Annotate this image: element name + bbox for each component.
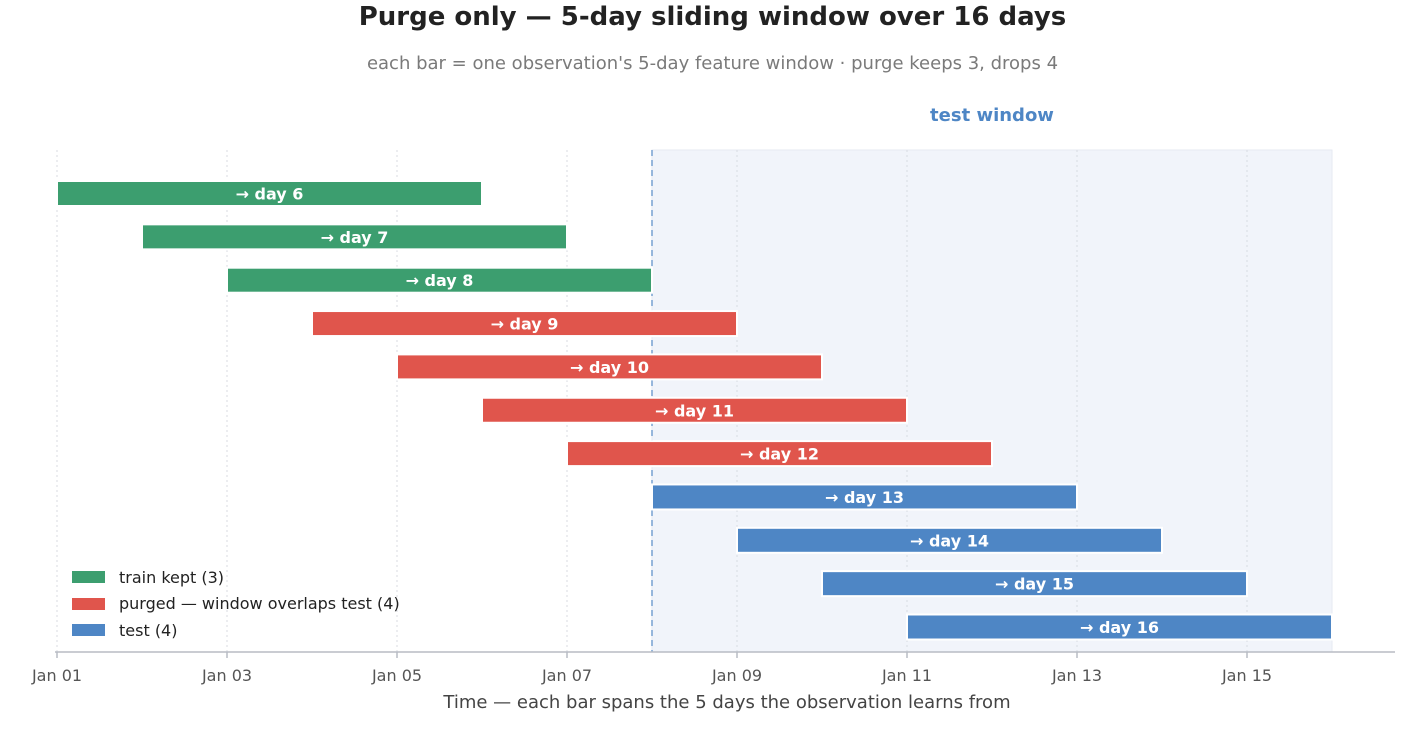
- test-window-label: test window: [930, 105, 1054, 126]
- legend-label: purged — window overlaps test (4): [119, 594, 400, 614]
- legend-label: train kept (3): [119, 567, 225, 587]
- x-tick-label: Jan 03: [201, 666, 252, 685]
- bar-test: [821, 570, 1248, 598]
- bar-label: → day 9: [491, 315, 559, 334]
- x-tick-label: Jan 13: [1051, 666, 1102, 685]
- legend-item-purged: purged — window overlaps test (4): [72, 591, 400, 618]
- bar-label: → day 11: [655, 401, 734, 420]
- x-tick-label: Jan 01: [31, 666, 82, 685]
- bar-label: → day 10: [570, 358, 649, 377]
- bar-label: → day 6: [236, 185, 304, 204]
- legend-item-train: train kept (3): [72, 564, 400, 591]
- bar-label: → day 14: [910, 531, 989, 550]
- x-tick-label: Jan 09: [711, 666, 762, 685]
- bar-purged: [396, 353, 823, 381]
- legend-swatch: [72, 597, 105, 610]
- bar-test: [736, 526, 1163, 554]
- bar-train: [56, 180, 483, 207]
- bar-label: → day 8: [406, 271, 474, 290]
- bar-label: → day 13: [825, 488, 904, 507]
- legend: train kept (3) purged — window overlaps t…: [72, 564, 400, 644]
- x-tick-label: Jan 11: [881, 666, 932, 685]
- bar-purged: [566, 440, 993, 468]
- legend-item-test: test (4): [72, 617, 400, 644]
- bar-purged: [481, 396, 908, 424]
- legend-swatch: [72, 571, 105, 584]
- bar-label: → day 16: [1080, 618, 1159, 637]
- bar-label: → day 7: [321, 228, 389, 247]
- bar-train: [226, 266, 653, 294]
- bar-test: [651, 483, 1078, 511]
- x-tick-label: Jan 15: [1221, 666, 1272, 685]
- x-axis-label: Time — each bar spans the 5 days the obs…: [442, 692, 1010, 713]
- bar-label: → day 15: [995, 575, 1074, 594]
- legend-swatch: [72, 624, 105, 637]
- chart-subtitle: each bar = one observation's 5-day featu…: [366, 53, 1059, 74]
- x-tick-label: Jan 05: [371, 666, 422, 685]
- x-tick-label: Jan 07: [541, 666, 592, 685]
- chart-title: Purge only — 5-day sliding window over 1…: [358, 2, 1067, 32]
- bar-train: [141, 223, 568, 251]
- bar-test: [906, 613, 1333, 641]
- bar-purged: [311, 310, 738, 338]
- legend-label: test (4): [119, 620, 178, 640]
- bar-label: → day 12: [740, 445, 819, 464]
